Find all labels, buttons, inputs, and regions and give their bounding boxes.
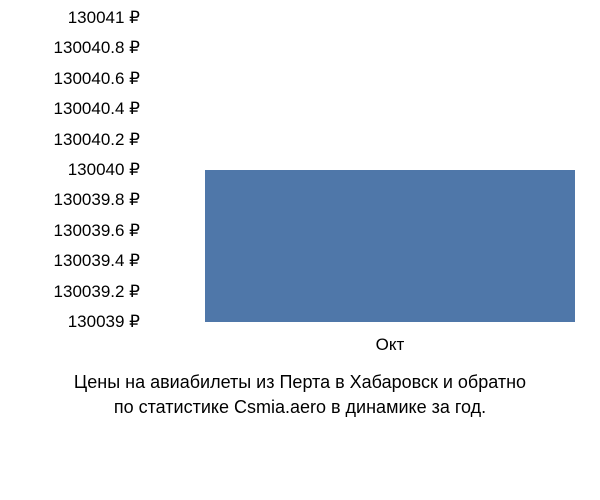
- y-tick: 130040.8 ₽: [54, 38, 140, 58]
- y-tick: 130039.8 ₽: [54, 190, 140, 210]
- x-tick: Окт: [376, 335, 405, 355]
- x-axis: Окт: [155, 330, 575, 360]
- caption-line1: Цены на авиабилеты из Перта в Хабаровск …: [0, 370, 600, 395]
- y-tick: 130040.6 ₽: [54, 69, 140, 89]
- y-tick: 130040 ₽: [68, 160, 140, 180]
- y-tick: 130040.2 ₽: [54, 130, 140, 150]
- y-tick: 130039 ₽: [68, 312, 140, 332]
- y-axis: 130041 ₽ 130040.8 ₽ 130040.6 ₽ 130040.4 …: [0, 10, 150, 330]
- y-tick: 130039.4 ₽: [54, 251, 140, 271]
- chart-container: 130041 ₽ 130040.8 ₽ 130040.6 ₽ 130040.4 …: [0, 10, 600, 360]
- y-tick: 130039.6 ₽: [54, 221, 140, 241]
- caption-line2: по статистике Csmia.aero в динамике за г…: [0, 395, 600, 420]
- bar-oct: [205, 170, 575, 322]
- plot-area: [155, 18, 575, 322]
- y-tick: 130041 ₽: [68, 8, 140, 28]
- y-tick: 130040.4 ₽: [54, 99, 140, 119]
- y-tick: 130039.2 ₽: [54, 282, 140, 302]
